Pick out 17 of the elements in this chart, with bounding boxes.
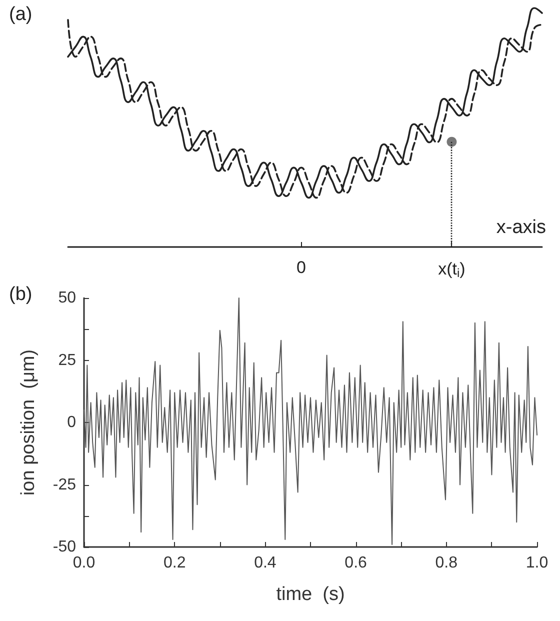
chart-title: (b) <box>9 284 32 305</box>
x-axis-title: time (s) <box>276 584 345 605</box>
x-tick-label: 1.0 <box>526 554 548 572</box>
y-tick-label: -50 <box>52 538 76 556</box>
chart-title: (a) <box>9 4 32 25</box>
y-axis-title: ion position (μm) <box>18 349 39 496</box>
x-tick-label: 0.6 <box>344 554 368 572</box>
x-tick-label: 0.2 <box>163 554 186 572</box>
y-tick-label: -25 <box>52 476 76 494</box>
y-tick-label: 0 <box>67 414 76 431</box>
x-axis-title: x-axis <box>496 217 546 238</box>
x-tick-label: 0.0 <box>72 554 96 572</box>
x-tick-label: 0.8 <box>435 554 458 572</box>
line-series <box>84 298 538 546</box>
x-tick-label: 0.4 <box>254 554 276 572</box>
y-tick-label: 25 <box>58 352 76 369</box>
y-tick-label: 50 <box>58 290 76 306</box>
